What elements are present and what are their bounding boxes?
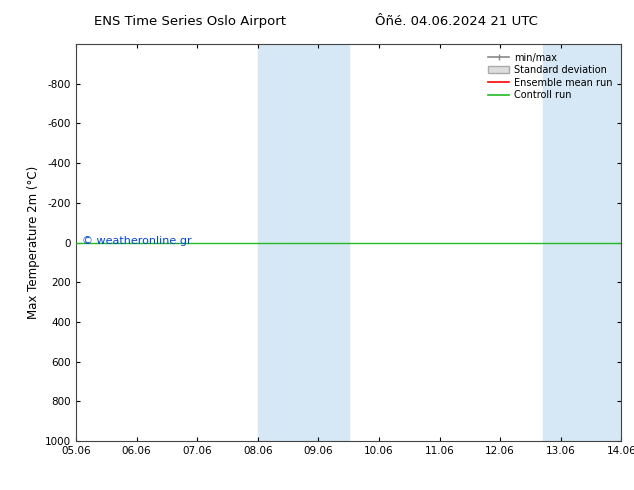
- Text: ENS Time Series Oslo Airport: ENS Time Series Oslo Airport: [94, 15, 286, 28]
- Bar: [543, 44, 621, 441]
- Text: Ôñé. 04.06.2024 21 UTC: Ôñé. 04.06.2024 21 UTC: [375, 15, 538, 28]
- Text: © weatheronline.gr: © weatheronline.gr: [82, 236, 191, 245]
- Y-axis label: Max Temperature 2m (°C): Max Temperature 2m (°C): [27, 166, 39, 319]
- Legend: min/max, Standard deviation, Ensemble mean run, Controll run: min/max, Standard deviation, Ensemble me…: [484, 49, 616, 104]
- Bar: [258, 44, 349, 441]
